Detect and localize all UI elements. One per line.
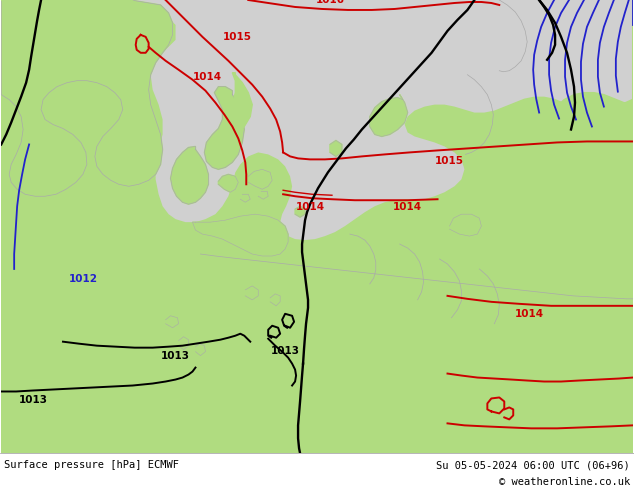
Polygon shape — [330, 141, 342, 156]
Polygon shape — [295, 206, 305, 217]
Text: 1015: 1015 — [435, 156, 464, 167]
Polygon shape — [270, 294, 280, 306]
Polygon shape — [1, 0, 172, 196]
Polygon shape — [204, 87, 244, 170]
Text: 1012: 1012 — [69, 274, 98, 284]
Text: © weatheronline.co.uk: © weatheronline.co.uk — [499, 477, 630, 487]
Polygon shape — [165, 316, 179, 328]
Polygon shape — [249, 170, 272, 189]
Text: Surface pressure [hPa] ECMWF: Surface pressure [hPa] ECMWF — [4, 460, 179, 470]
Text: 1014: 1014 — [193, 72, 222, 82]
Text: 1014: 1014 — [393, 202, 422, 212]
Polygon shape — [179, 337, 188, 350]
Text: 1014: 1014 — [515, 309, 544, 319]
Text: Su 05-05-2024 06:00 UTC (06+96): Su 05-05-2024 06:00 UTC (06+96) — [436, 460, 630, 470]
Polygon shape — [1, 0, 633, 240]
Polygon shape — [450, 214, 481, 236]
Polygon shape — [554, 0, 633, 174]
Polygon shape — [240, 194, 250, 202]
Polygon shape — [218, 174, 238, 192]
Text: 1013: 1013 — [161, 351, 190, 361]
Text: 1015: 1015 — [223, 32, 251, 42]
Polygon shape — [228, 73, 252, 134]
Polygon shape — [370, 95, 408, 137]
Text: 1016: 1016 — [316, 0, 344, 5]
Polygon shape — [171, 147, 209, 204]
Polygon shape — [1, 0, 151, 57]
Text: 1013: 1013 — [271, 345, 300, 356]
Polygon shape — [258, 191, 268, 199]
Text: 1014: 1014 — [295, 202, 325, 212]
Polygon shape — [245, 286, 258, 300]
Polygon shape — [195, 343, 205, 356]
Polygon shape — [193, 214, 288, 256]
Text: 1013: 1013 — [19, 395, 48, 405]
